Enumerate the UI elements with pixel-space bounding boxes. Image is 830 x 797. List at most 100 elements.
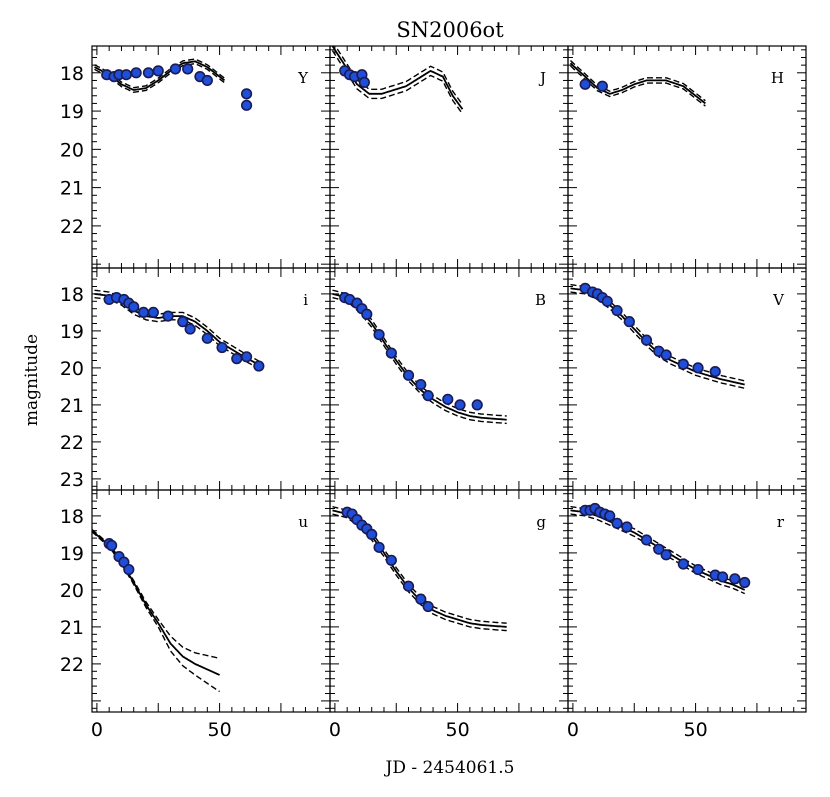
y-tick-label: 21 [60,178,84,200]
model-lower [92,531,220,693]
x-tick-label: 0 [329,719,341,741]
panel-B: B [329,267,569,491]
y-tick-label: 20 [60,358,84,380]
data-point [385,554,397,566]
panel-frame [91,489,331,713]
panel-r: 0 50 r [567,489,807,741]
plot-area [332,505,507,632]
data-point [120,69,132,81]
panel-frame [567,489,807,713]
data-point [422,390,434,402]
band-label-Y: Y [297,69,309,87]
band-label-i: i [303,291,308,309]
data-point [640,534,653,546]
plot-area [94,289,265,372]
x-tick-label: 50 [683,719,707,741]
data-point [402,580,415,592]
data-point [611,304,623,317]
model-lower [94,296,262,371]
plot-area [331,46,464,115]
model-lower [94,62,225,94]
data-point [177,316,189,328]
data-point [123,563,135,576]
data-point [216,341,228,354]
chart-title: SN2006ot [396,18,504,42]
model-lower [331,50,464,115]
y-tick-label: 18 [60,63,84,85]
data-point [231,353,243,365]
band-label-J: J [538,69,546,87]
panel-frame [329,267,569,491]
data-point [692,362,704,374]
data-point [660,549,672,561]
data-point [640,334,653,346]
y-tick-label: 19 [60,101,84,123]
data-point [604,510,616,522]
panel-H: H [567,45,807,269]
data-point [128,301,140,313]
data-point [373,541,385,553]
band-label-u: u [298,513,308,531]
y-tick-label: 18 [60,506,84,528]
data-point [169,63,182,75]
data-point [142,67,155,79]
data-point [201,332,213,344]
plot-area [570,282,745,389]
data-point [579,78,591,90]
data-point [660,349,672,361]
plot-area [332,289,507,425]
model-upper [570,60,706,102]
plot-area [94,58,253,111]
panel-Y: 18 19 20 21 22 Y [60,45,331,269]
data-point [373,329,385,341]
y-tick-label: 19 [60,543,84,565]
y-tick-label: 22 [60,216,84,238]
band-label-V: V [772,291,785,309]
y-tick-label: 20 [60,139,84,161]
y-tick-label: 21 [60,395,84,417]
data-point [454,399,466,411]
plot-area [570,502,751,595]
panel-J: J [329,45,569,269]
data-point [601,295,613,307]
data-point [415,593,427,605]
data-point [596,80,608,92]
model-lower [332,513,507,632]
panel-V: V [567,267,807,491]
data-point [621,521,633,533]
data-point [739,576,751,589]
band-label-r: r [777,513,785,531]
panel-u: 18 19 20 21 22 0 50 u [60,489,331,741]
y-tick-label: 20 [60,580,84,602]
data-point [471,399,483,411]
data-point [385,347,397,359]
x-tick-label: 0 [91,719,103,741]
data-point [152,65,164,77]
data-point [240,351,253,363]
data-point [729,573,741,585]
band-label-g: g [536,513,546,531]
panel-grid: 18 19 20 21 22 Y J H 18 19 20 21 22 23 i B V 18 19 20 21 22 0 5… [60,45,807,741]
band-label-H: H [771,69,784,87]
data-point [692,563,704,576]
panel-g: 0 50 g [329,489,569,741]
data-point [240,99,253,111]
x-tick-label: 50 [207,719,231,741]
data-point [147,306,159,319]
data-point [402,369,415,381]
data-point [137,306,150,319]
y-tick-label: 22 [60,432,84,454]
data-point [677,558,689,570]
y-tick-label: 23 [60,469,84,491]
data-point [442,393,454,405]
data-point [358,76,370,88]
data-point [182,63,194,75]
y-tick-label: 18 [60,284,84,306]
data-point [709,366,721,378]
band-label-B: B [535,291,546,309]
data-point [623,316,635,328]
data-point [677,358,689,370]
data-point [653,543,665,555]
model-lower [570,65,706,107]
